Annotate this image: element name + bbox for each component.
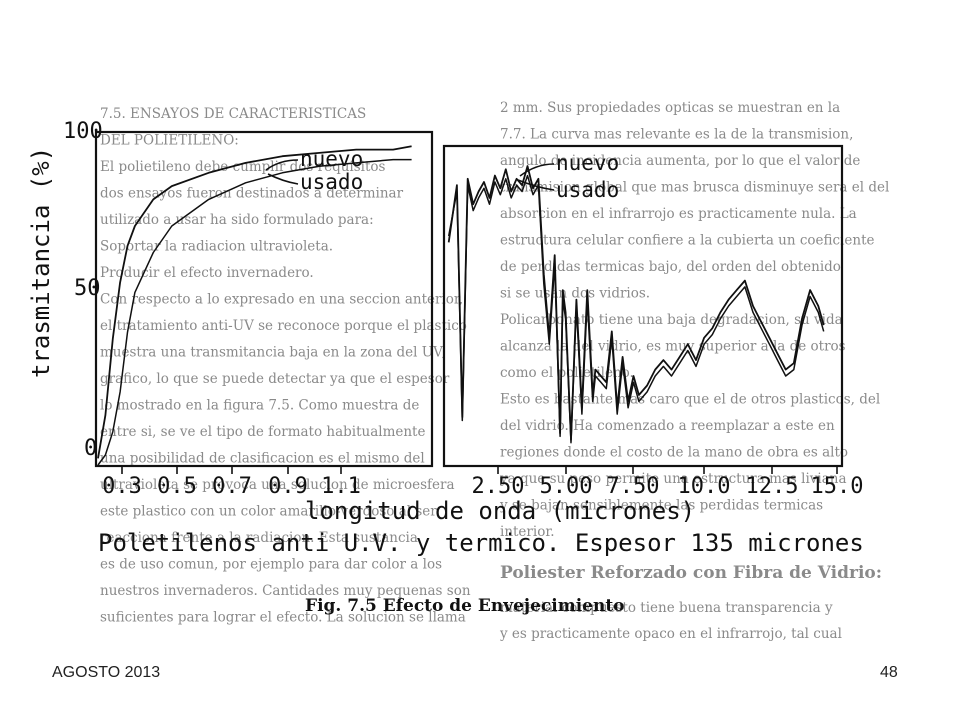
- series-line-usado: [447, 174, 825, 444]
- y-tick-label: 100: [63, 119, 103, 144]
- bleed-line: una posibilidad de clasificacion es el m…: [100, 451, 425, 467]
- y-axis-label: trasmitancia (%): [27, 147, 55, 378]
- x-tick-label: 0.7: [212, 474, 252, 499]
- x-tick-label: 15.0: [811, 474, 864, 499]
- figure-caption: Fig. 7.5 Efecto de Envejecimiento: [305, 596, 625, 616]
- bleed-line: nuestros invernaderos. Cantidades muy pe…: [100, 583, 471, 599]
- x-tick-label: 10.0: [678, 474, 731, 499]
- bleed-line: 7.5. ENSAYOS DE CARACTERISTICAS: [100, 106, 366, 122]
- bleed-line: entre si, se ve el tipo de formato habit…: [100, 424, 425, 440]
- bleed-line: 7.7. La curva mas relevante es la de la …: [500, 127, 853, 143]
- bleed-text-left: 7.5. ENSAYOS DE CARACTERISTICAS DEL POLIE…: [100, 106, 471, 626]
- legend-label-nuevo: nuevo: [300, 147, 363, 171]
- bleed-line: dos ensayos fueron destinados a determin…: [100, 186, 404, 202]
- bleed-line: y se bajan sensiblemente las perdidas te…: [499, 498, 823, 514]
- bleed-line: ya que su peso permite una estructura ma…: [499, 471, 847, 487]
- x-tick-labels: 0.3 0.5 0.7 0.9 1.1 2.50 5.00 7.50 10.0 12.5 15.0: [102, 474, 863, 499]
- bleed-line: absorcion en el infrarrojo es practicame…: [500, 206, 857, 222]
- bleed-line: DEL POLIETILENO:: [100, 133, 239, 149]
- series-line-usado: [97, 158, 412, 466]
- bleed-line: y es practicamente opaco en el infrarroj…: [499, 626, 842, 642]
- chart-panel-right: nuevo usado: [442, 144, 844, 474]
- page-number: 48: [880, 664, 898, 681]
- series-line-nuevo: [97, 145, 412, 459]
- x-axis-label: longitud de onda (micrones): [305, 497, 695, 525]
- legend-leader-nuevo: [519, 163, 555, 177]
- bleed-text-right-tail: material compuesto tiene buena transpare…: [499, 600, 842, 642]
- bleed-line: como el polietileno.: [500, 365, 634, 381]
- y-tick-label: 0: [84, 436, 97, 461]
- legend-leader-usado: [517, 179, 555, 191]
- series-line-nuevo: [447, 165, 825, 441]
- plot-frame-right: [442, 144, 844, 468]
- bleed-heading: Poliester Reforzado con Fibra de Vidrio:: [500, 563, 882, 583]
- x-tick-label: 5.00: [540, 474, 593, 499]
- bleed-line: es de uso comun, por ejemplo para dar co…: [100, 557, 442, 573]
- bleed-line: 2 mm. Sus propiedades opticas se muestra…: [500, 100, 840, 116]
- bleed-line: de perdidas termicas bajo, del orden del…: [500, 259, 841, 275]
- bleed-line: suficientes para lograr el efecto. La so…: [100, 610, 466, 626]
- bleed-line: Producir el efecto invernadero.: [100, 265, 314, 281]
- y-tick-label: 50: [74, 276, 101, 301]
- bleed-line: Soportar la radiacion ultravioleta.: [100, 239, 333, 255]
- x-tick-label: 2.50: [472, 474, 525, 499]
- bleed-line: utilizado a usar ha sido formulado para:: [100, 212, 374, 228]
- x-tick-label: 12.5: [746, 474, 799, 499]
- x-tick-label: 7.50: [607, 474, 660, 499]
- x-tick-label: 1.1: [321, 474, 361, 499]
- plot-frame-left: [94, 130, 434, 468]
- figure-subtitle: Poletilenos anti U.V. y termico. Espesor…: [98, 529, 864, 557]
- bleed-line: muestra una transmitancia baja en la zon…: [100, 345, 446, 361]
- footer-date: AGOSTO 2013: [52, 664, 161, 681]
- bleed-line: Esto es bastante mas caro que el de otro…: [500, 392, 880, 408]
- bleed-line: grafico, lo que se puede detectar ya que…: [100, 371, 450, 387]
- bleed-line: Con respecto a lo expresado en una secci…: [100, 292, 463, 308]
- bleed-line: el tratamiento anti-UV se reconoce porqu…: [100, 318, 467, 334]
- legend-leader-usado: [267, 173, 299, 185]
- bleed-line: reacciona frente a la radiacion. Esta su…: [100, 530, 418, 546]
- bleed-line: lo mostrado en la figura 7.5. Como muest…: [100, 398, 419, 414]
- x-tick-label: 0.3: [102, 474, 142, 499]
- bleed-line: transmision global que mas brusca dismin…: [500, 180, 889, 196]
- bleed-line: regiones donde el costo de la mano de ob…: [500, 445, 848, 461]
- legend-label-nuevo: nuevo: [556, 151, 619, 175]
- bleed-line: este plastico con un color amarillo-verd…: [100, 504, 437, 520]
- legend-label-usado: usado: [300, 170, 363, 194]
- bleed-line: ultravioleta se provoca una solucion de …: [100, 477, 455, 493]
- bleed-line: El polietileno debe cumplir dos requisit…: [100, 159, 386, 175]
- bleed-line: interior.: [500, 524, 555, 540]
- bleed-text-right: Poliester Reforzado con Fibra de Vidrio:…: [499, 100, 889, 583]
- legend-leader-nuevo: [265, 159, 299, 171]
- bleed-line: estructura celular confiere a la cubiert…: [500, 233, 875, 249]
- chart-panel-left: 100 50 0 trasmitancia (%) nuevo usado: [27, 119, 434, 474]
- x-tick-label: 0.5: [157, 474, 197, 499]
- bleed-line: material compuesto tiene buena transpare…: [500, 600, 833, 616]
- bleed-line: del vidrio. Ha comenzado a reemplazar a …: [500, 418, 835, 434]
- bleed-line: si se usan dos vidrios.: [500, 286, 650, 302]
- bleed-line: alcanza la del vidrio, es muy superior a…: [500, 339, 846, 355]
- legend-label-usado: usado: [556, 178, 619, 202]
- x-tick-label: 0.9: [268, 474, 308, 499]
- bleed-line: angulo de incidencia aumenta, por lo que…: [500, 153, 860, 169]
